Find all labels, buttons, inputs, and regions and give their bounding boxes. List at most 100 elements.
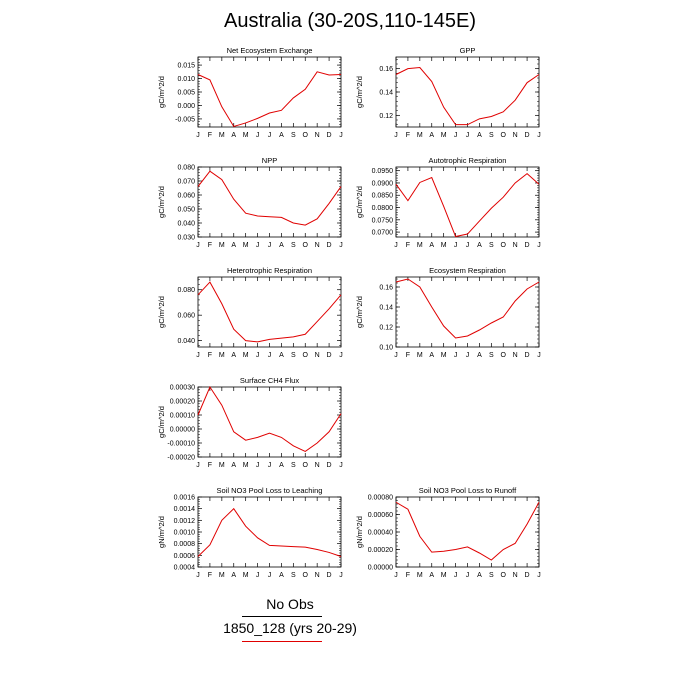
x-tick-label: M [441, 572, 447, 579]
x-tick-label: J [256, 352, 260, 359]
x-tick-label: J [268, 132, 272, 139]
y-axis-label: gC/m^2/d [157, 186, 166, 218]
x-tick-label: J [394, 132, 398, 139]
x-tick-label: N [315, 572, 320, 579]
x-tick-label: J [339, 352, 343, 359]
y-tick-label: 0.00010 [170, 413, 195, 420]
x-tick-label: N [315, 352, 320, 359]
x-tick-label: M [441, 132, 447, 139]
x-tick-label: M [243, 352, 249, 359]
chart-panel-1: Net Ecosystem Exchange gC/m^2/d -0.005 0.00… [157, 46, 343, 139]
x-tick-label: M [441, 352, 447, 359]
y-tick-label: 0.005 [177, 90, 195, 97]
x-tick-label: J [196, 462, 200, 469]
plot-frame [197, 386, 342, 458]
x-tick-label: A [279, 132, 284, 139]
chart-panel-4: Autotrophic Respiration gC/m^2/d 0.0700 0.0… [355, 156, 541, 249]
x-tick-label: A [429, 572, 434, 579]
legend-case-label: 1850_128 (yrs 20-29) [223, 620, 357, 636]
x-tick-label: S [489, 572, 494, 579]
x-tick-label: J [394, 242, 398, 249]
x-tick-label: J [196, 242, 200, 249]
x-tick-label: J [196, 132, 200, 139]
x-tick-label: J [537, 242, 541, 249]
x-tick-label: N [315, 462, 320, 469]
chart-title: GPP [460, 46, 476, 55]
chart-title: Soil NO3 Pool Loss to Runoff [419, 486, 517, 495]
x-tick-label: F [406, 132, 410, 139]
x-tick-label: S [489, 352, 494, 359]
x-tick-label: J [196, 572, 200, 579]
x-tick-label: D [327, 132, 332, 139]
y-tick-label: 0.10 [379, 345, 393, 352]
chart-panel-9: Soil NO3 Pool Loss to Leaching gN/m^2/d 0.… [157, 486, 343, 579]
y-axis-label: gC/m^2/d [157, 296, 166, 328]
x-tick-label: D [327, 462, 332, 469]
x-tick-label: M [417, 572, 423, 579]
x-tick-label: J [268, 242, 272, 249]
x-tick-label: A [477, 132, 482, 139]
x-tick-label: J [339, 132, 343, 139]
y-tick-label: 0.0008 [174, 541, 196, 548]
chart-title: Ecosystem Respiration [429, 266, 506, 275]
x-tick-label: J [454, 242, 458, 249]
y-tick-label: 0.0900 [372, 180, 394, 187]
y-tick-label: 0.010 [177, 76, 195, 83]
x-tick-label: D [327, 572, 332, 579]
y-tick-label: 0.0004 [174, 565, 196, 572]
x-tick-label: A [279, 352, 284, 359]
series-line [395, 172, 540, 238]
y-tick-label: 0.0012 [174, 518, 196, 525]
x-tick-label: J [268, 462, 272, 469]
x-tick-label: N [513, 242, 518, 249]
x-tick-label: O [303, 352, 309, 359]
y-tick-label: 0.16 [379, 285, 393, 292]
y-axis-label: gC/m^2/d [157, 76, 166, 108]
plot-frame [197, 276, 342, 348]
x-tick-label: A [477, 352, 482, 359]
y-tick-label: 0.0950 [372, 168, 394, 175]
x-tick-label: J [256, 462, 260, 469]
y-tick-label: 0.14 [379, 90, 393, 97]
x-tick-label: D [525, 242, 530, 249]
x-tick-label: A [231, 242, 236, 249]
x-tick-label: A [231, 462, 236, 469]
x-tick-label: M [243, 572, 249, 579]
y-tick-label: 0.00080 [368, 495, 393, 502]
series-line [197, 170, 342, 226]
x-tick-label: J [256, 572, 260, 579]
series-line [197, 385, 342, 452]
x-tick-label: A [429, 352, 434, 359]
x-tick-label: N [513, 132, 518, 139]
x-tick-label: F [208, 572, 212, 579]
x-tick-label: J [454, 572, 458, 579]
x-tick-label: O [501, 132, 507, 139]
x-tick-label: F [406, 242, 410, 249]
x-tick-label: O [303, 132, 309, 139]
y-tick-label: 0.070 [177, 179, 195, 186]
series-line [197, 71, 342, 128]
x-tick-label: S [291, 462, 296, 469]
chart-title: Net Ecosystem Exchange [227, 46, 313, 55]
y-tick-label: 0.16 [379, 66, 393, 73]
chart-title: Autotrophic Respiration [429, 156, 507, 165]
y-tick-label: 0.0016 [174, 495, 196, 502]
x-tick-label: M [219, 462, 225, 469]
chart-panel-5: Heterotrophic Respiration gC/m^2/d 0.040 0.… [157, 266, 343, 359]
x-tick-label: J [268, 572, 272, 579]
x-tick-label: F [208, 352, 212, 359]
x-tick-label: M [441, 242, 447, 249]
x-tick-label: M [219, 132, 225, 139]
x-tick-label: A [231, 352, 236, 359]
x-tick-label: M [219, 242, 225, 249]
x-tick-label: M [219, 572, 225, 579]
y-tick-label: 0.0014 [174, 506, 196, 513]
chart-title: Surface CH4 Flux [240, 376, 299, 385]
x-tick-label: J [466, 572, 470, 579]
series-line [197, 507, 342, 557]
x-tick-label: S [489, 242, 494, 249]
figure-title: Australia (30-20S,110-145E) [224, 10, 476, 32]
y-tick-label: 0.050 [177, 207, 195, 214]
